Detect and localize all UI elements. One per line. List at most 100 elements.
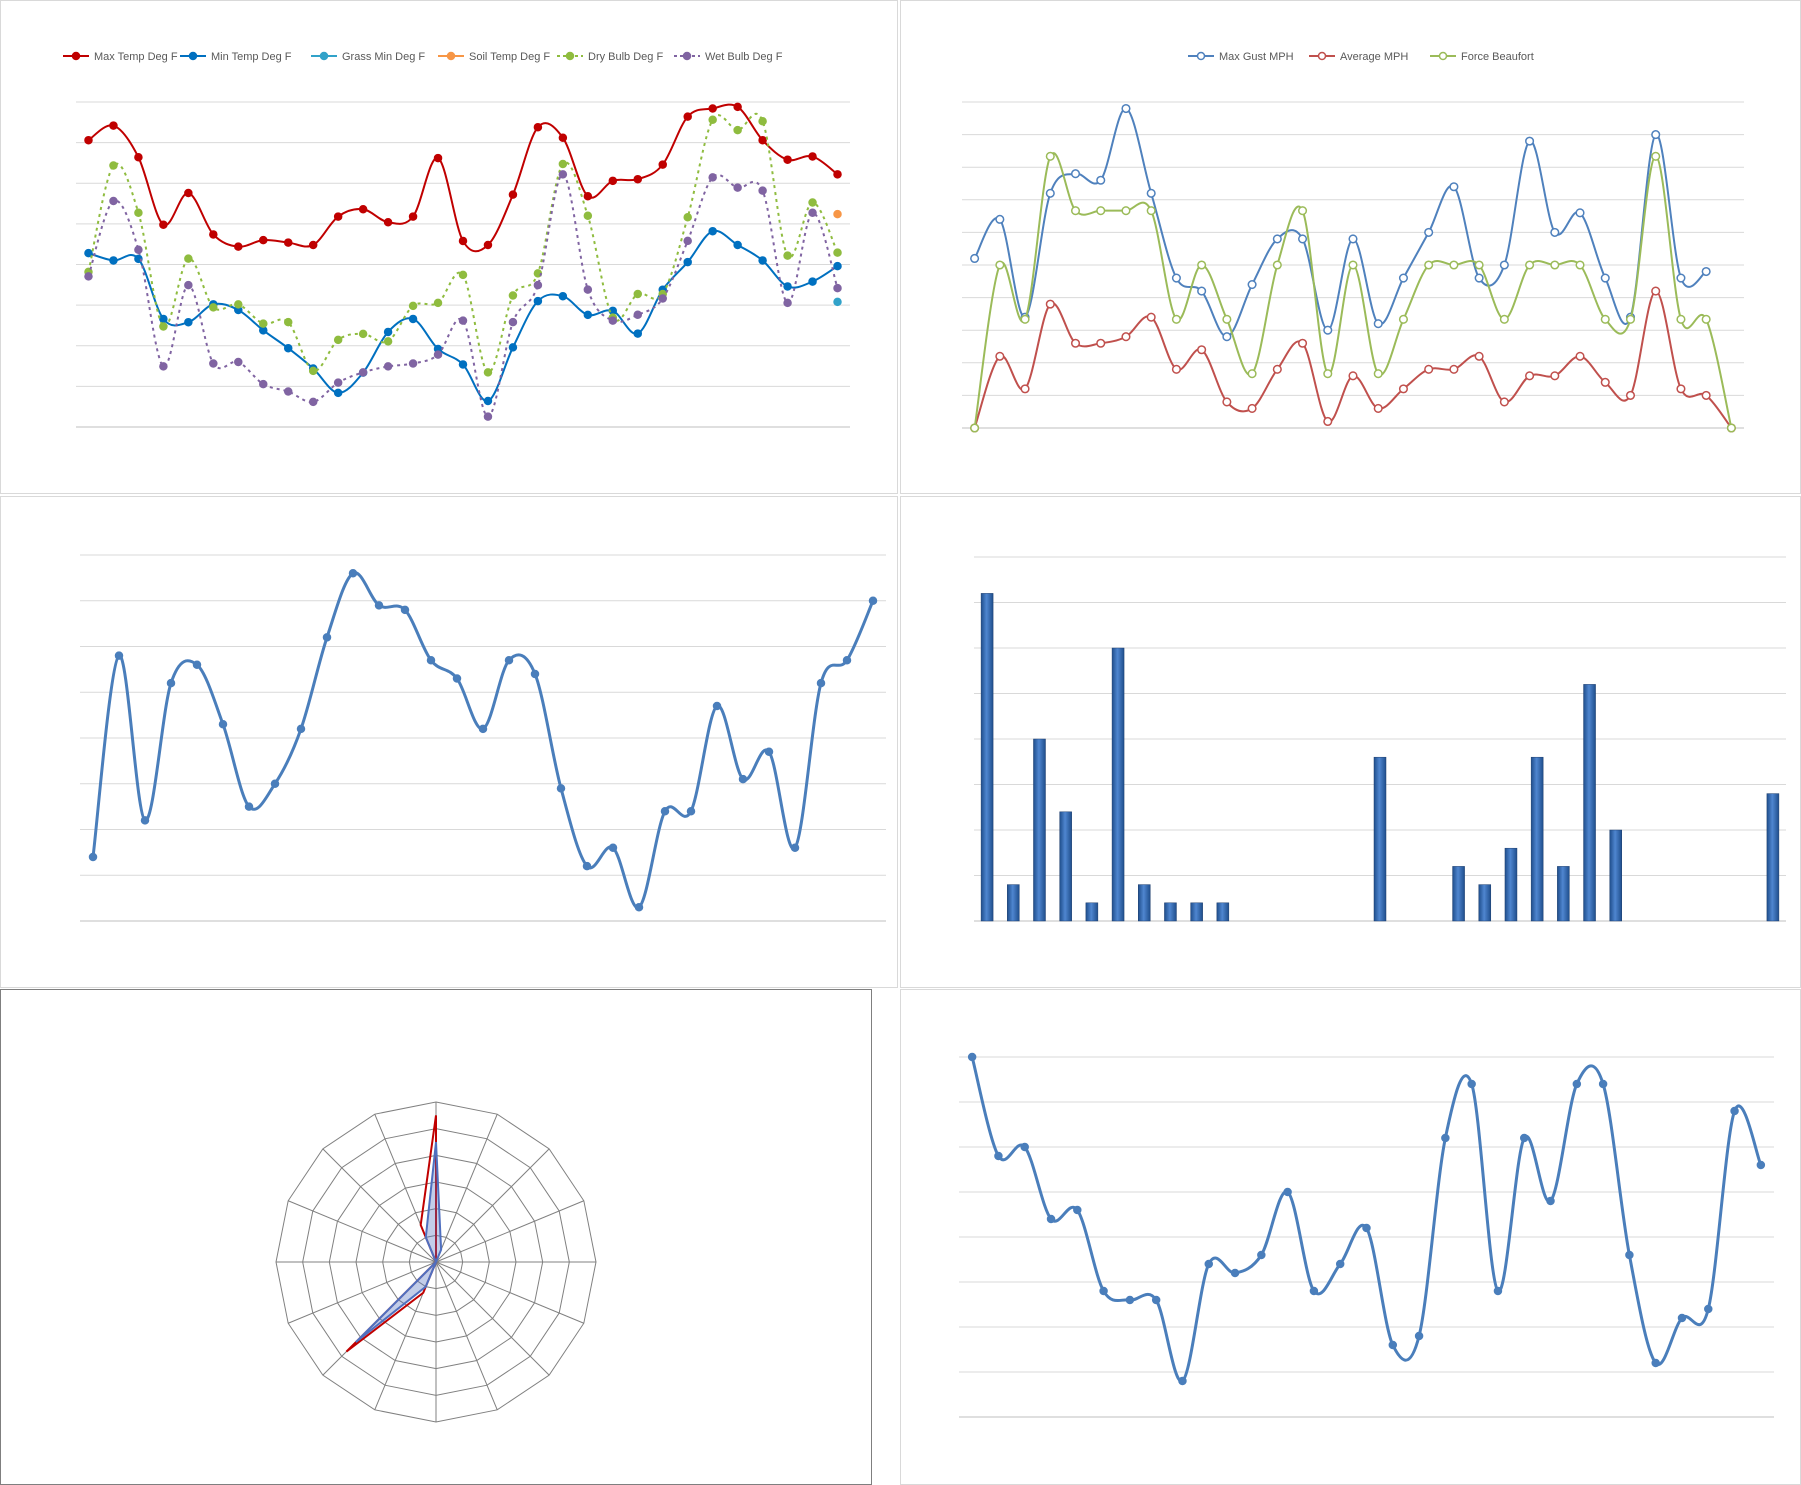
data-point bbox=[708, 173, 717, 182]
data-point bbox=[114, 651, 124, 660]
data-point bbox=[738, 774, 748, 784]
data-point bbox=[308, 240, 318, 250]
data-point bbox=[333, 212, 343, 221]
data-point bbox=[733, 183, 742, 192]
data-point bbox=[358, 329, 368, 339]
data-point bbox=[508, 317, 518, 327]
data-point bbox=[483, 368, 493, 377]
data-point bbox=[868, 596, 878, 605]
data-point bbox=[708, 115, 717, 124]
data-point bbox=[1146, 206, 1156, 216]
rain-bar bbox=[1216, 902, 1230, 922]
legend-marker bbox=[71, 51, 81, 61]
data-point bbox=[358, 205, 368, 214]
data-point bbox=[1247, 369, 1257, 379]
data-point bbox=[374, 601, 384, 610]
data-point bbox=[1070, 338, 1081, 348]
data-point bbox=[1046, 1214, 1056, 1224]
data-point bbox=[1222, 314, 1232, 324]
data-point bbox=[348, 569, 358, 578]
data-point bbox=[1474, 273, 1484, 283]
legend-label: Max Temp Deg F bbox=[94, 51, 178, 63]
legend-label: Average MPH bbox=[1340, 51, 1408, 63]
data-point bbox=[1096, 175, 1106, 185]
data-point bbox=[970, 423, 980, 433]
data-point bbox=[1297, 338, 1308, 348]
data-point bbox=[1704, 1304, 1713, 1314]
legend-label: Force Beaufort bbox=[1461, 51, 1534, 63]
rain-bar bbox=[1111, 647, 1125, 922]
data-point bbox=[1651, 151, 1661, 161]
radar-spoke bbox=[435, 1261, 585, 1324]
data-point bbox=[234, 300, 243, 309]
data-point bbox=[1146, 312, 1156, 322]
barometer-chart bbox=[80, 554, 886, 922]
data-point bbox=[660, 806, 670, 816]
data-point bbox=[1096, 206, 1106, 216]
data-point bbox=[333, 335, 343, 345]
data-point bbox=[995, 351, 1005, 361]
data-point bbox=[433, 298, 443, 308]
data-point bbox=[1525, 371, 1535, 381]
data-point bbox=[970, 253, 980, 264]
data-point bbox=[283, 387, 293, 396]
data-point bbox=[1297, 234, 1308, 244]
data-point bbox=[708, 226, 717, 236]
data-point bbox=[683, 257, 692, 267]
data-point bbox=[1598, 1079, 1608, 1089]
data-point bbox=[1398, 314, 1409, 324]
rain-bar bbox=[1452, 866, 1465, 922]
data-point bbox=[159, 220, 168, 229]
data-point bbox=[1756, 1160, 1766, 1170]
rain-bar bbox=[1373, 756, 1387, 922]
data-point bbox=[1550, 227, 1560, 237]
data-point bbox=[1335, 1259, 1345, 1269]
data-point bbox=[508, 343, 518, 352]
data-point bbox=[1362, 1223, 1371, 1233]
legend-label: Soil Temp Deg F bbox=[469, 51, 550, 63]
data-point bbox=[1121, 103, 1131, 114]
rain-bar bbox=[980, 593, 994, 922]
series-line-1 bbox=[91, 571, 875, 909]
data-point bbox=[633, 329, 643, 338]
data-point bbox=[209, 230, 218, 239]
data-point bbox=[504, 655, 514, 665]
data-point bbox=[1348, 234, 1358, 244]
data-point bbox=[1323, 369, 1333, 379]
data-point bbox=[1499, 314, 1509, 324]
data-point bbox=[159, 362, 168, 371]
data-point bbox=[1272, 364, 1282, 374]
data-point bbox=[1651, 286, 1661, 296]
data-point bbox=[483, 240, 493, 250]
rain-chart bbox=[974, 556, 1786, 922]
data-point bbox=[192, 660, 202, 670]
data-point bbox=[1323, 416, 1333, 427]
rain-bar bbox=[1059, 811, 1072, 922]
data-point bbox=[833, 297, 842, 307]
data-point bbox=[1701, 314, 1711, 324]
data-point bbox=[658, 294, 667, 303]
data-point bbox=[995, 214, 1005, 224]
data-point bbox=[109, 121, 118, 130]
data-point bbox=[533, 122, 543, 132]
data-point bbox=[712, 701, 722, 711]
data-point bbox=[259, 319, 268, 328]
data-point bbox=[1197, 286, 1207, 296]
data-point bbox=[1373, 403, 1383, 413]
data-point bbox=[733, 240, 742, 250]
data-point bbox=[783, 155, 792, 164]
data-point bbox=[1550, 260, 1560, 270]
data-point bbox=[1424, 260, 1434, 270]
data-point bbox=[1600, 314, 1610, 324]
legend-marker bbox=[1196, 51, 1206, 61]
rain-bar bbox=[1609, 829, 1622, 922]
data-point bbox=[1222, 332, 1232, 342]
data-point bbox=[608, 843, 618, 853]
data-point bbox=[134, 208, 143, 218]
data-point bbox=[1197, 260, 1207, 270]
data-point bbox=[1099, 1286, 1108, 1296]
data-point bbox=[1151, 1295, 1161, 1305]
data-point bbox=[1045, 151, 1055, 161]
data-point bbox=[1651, 130, 1661, 140]
data-point bbox=[1283, 1187, 1292, 1197]
